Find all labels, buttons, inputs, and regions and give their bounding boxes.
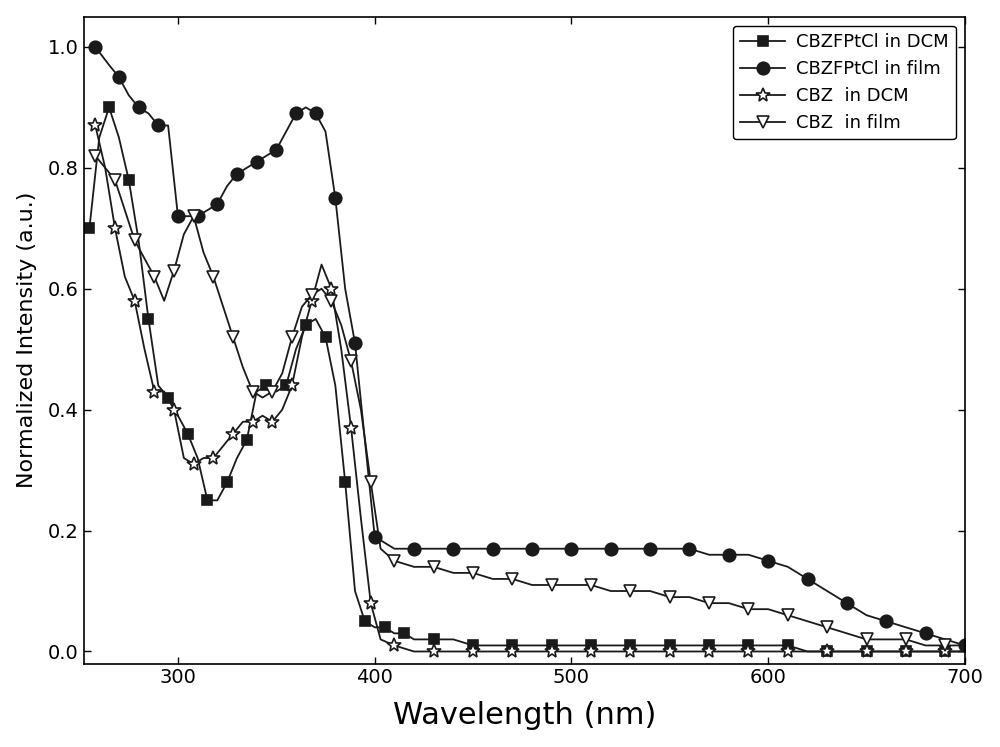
CBZFPtCl in DCM (959, 647, 971, 656)
CBZ  in film (188, 211, 200, 220)
CBZFPtCl in film (408, 545, 420, 554)
CBZFPtCl in DCM (388, 629, 400, 638)
CBZ  in DCM (257, 411, 269, 420)
CBZ  in DCM (408, 647, 420, 656)
CBZ  in DCM (959, 647, 971, 656)
CBZ  in film (920, 641, 932, 650)
CBZ  in DCM (237, 418, 249, 427)
CBZ  in DCM (276, 405, 288, 414)
CBZFPtCl in film (182, 211, 194, 220)
CBZFPtCl in DCM (103, 103, 115, 112)
CBZFPtCl in DCM (802, 647, 814, 656)
CBZ  in DCM (89, 121, 101, 130)
Legend: CBZFPtCl in DCM, CBZFPtCl in film, CBZ  in DCM, CBZ  in film: CBZFPtCl in DCM, CBZFPtCl in film, CBZ i… (733, 25, 956, 139)
CBZFPtCl in film (89, 43, 101, 52)
CBZ  in DCM (546, 647, 558, 656)
CBZ  in film (286, 332, 298, 341)
X-axis label: Wavelength (nm): Wavelength (nm) (393, 701, 656, 731)
CBZ  in DCM (286, 381, 298, 390)
Line: CBZ  in DCM: CBZ in DCM (88, 119, 972, 658)
CBZFPtCl in DCM (142, 314, 154, 323)
Line: CBZFPtCl in film: CBZFPtCl in film (89, 40, 971, 651)
CBZFPtCl in DCM (841, 647, 853, 656)
CBZFPtCl in film (959, 641, 971, 650)
CBZ  in film (237, 363, 249, 372)
CBZ  in film (276, 369, 288, 378)
Y-axis label: Normalized Intensity (a.u.): Normalized Intensity (a.u.) (17, 192, 37, 489)
CBZ  in film (257, 393, 269, 402)
CBZ  in film (526, 580, 538, 589)
CBZFPtCl in DCM (251, 387, 263, 396)
CBZFPtCl in film (152, 121, 164, 130)
Line: CBZFPtCl in DCM: CBZFPtCl in DCM (85, 102, 970, 657)
CBZFPtCl in film (241, 164, 253, 173)
CBZFPtCl in DCM (506, 641, 518, 650)
CBZFPtCl in DCM (83, 224, 95, 233)
CBZFPtCl in film (644, 545, 656, 554)
CBZ  in film (959, 641, 971, 650)
CBZ  in film (89, 151, 101, 160)
Line: CBZ  in film: CBZ in film (89, 149, 971, 651)
CBZFPtCl in DCM (211, 496, 223, 505)
CBZFPtCl in film (113, 72, 125, 81)
CBZ  in DCM (188, 459, 200, 468)
